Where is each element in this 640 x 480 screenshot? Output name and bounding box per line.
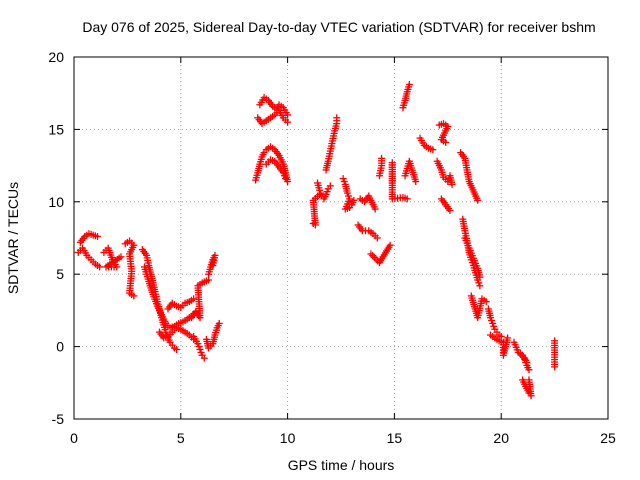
data-point [370,253,378,261]
data-point [130,292,138,300]
data-point [96,263,104,271]
y-tick-label: -5 [52,411,65,427]
x-tick-label: 20 [493,430,509,446]
data-point [371,205,379,213]
chart-title: Day 076 of 2025, Sidereal Day-to-day VTE… [82,19,595,35]
data-point [350,196,358,204]
data-points [74,81,559,400]
data-point [333,114,341,122]
data-point [412,178,420,186]
data-point [378,154,386,162]
data-point [523,359,531,367]
data-point [482,298,490,306]
data-point [386,241,394,249]
data-point [442,138,450,146]
y-tick-label: 15 [48,121,64,137]
data-point [93,233,101,241]
x-tick-label: 0 [70,430,78,446]
axis-ticks: 0 5 10 15 20 25 -5 0 5 10 15 20 [48,49,616,446]
data-point [476,273,484,281]
y-axis-label: SDTVAR / TECUs [5,182,21,294]
data-point [117,253,125,261]
data-point [281,175,289,183]
data-point [403,195,411,203]
data-point [173,345,181,353]
data-point [209,262,217,270]
data-point [200,354,208,362]
data-point [429,146,437,154]
data-point [326,182,334,190]
plot-frame [73,56,609,420]
data-point [446,206,454,214]
data-point [448,180,456,188]
data-point [369,252,377,260]
data-point [215,319,223,327]
data-point [476,282,484,290]
x-tick-label: 10 [280,430,296,446]
data-point [284,118,292,126]
data-point [525,366,533,374]
y-tick-label: 20 [48,49,64,65]
x-axis-label: GPS time / hours [288,457,395,473]
data-point [373,234,381,242]
y-tick-label: 10 [48,194,64,210]
data-point [525,376,533,384]
data-point [551,363,559,371]
y-tick-label: 5 [56,266,64,282]
y-tick-label: 0 [56,339,64,355]
data-point [367,250,375,258]
data-point [504,334,512,342]
data-point [405,81,413,89]
x-tick-label: 5 [177,430,185,446]
x-tick-label: 25 [600,430,616,446]
x-tick-label: 15 [387,430,403,446]
data-point [474,196,482,204]
